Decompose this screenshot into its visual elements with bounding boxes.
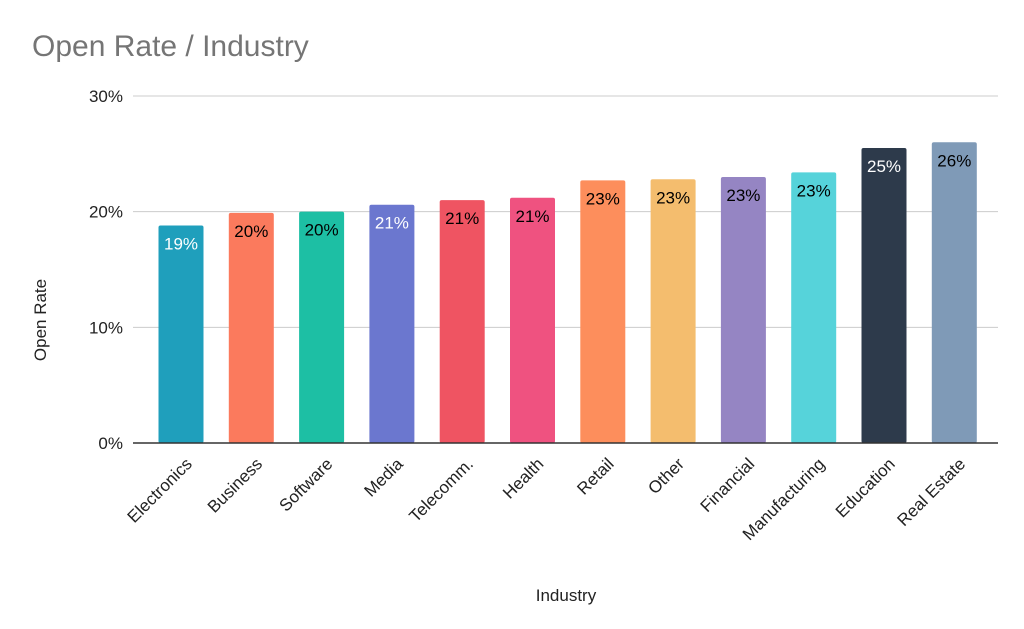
bar (720, 176, 766, 443)
x-tick-label: Real Estate (894, 454, 970, 530)
y-tick-label: 10% (89, 318, 123, 337)
data-label: 21% (515, 207, 549, 226)
x-tick-label: Other (644, 454, 688, 498)
data-label: 25% (867, 157, 901, 176)
data-label: 26% (937, 151, 971, 170)
bar (861, 148, 907, 444)
data-label: 21% (375, 214, 409, 233)
data-label: 23% (726, 186, 760, 205)
bar (931, 142, 977, 443)
data-label: 23% (586, 189, 620, 208)
x-tick-label: Media (361, 454, 408, 501)
x-tick-label: Software (276, 454, 337, 515)
data-label: 20% (305, 221, 339, 240)
y-tick-label: 20% (89, 203, 123, 222)
x-tick-label: Telecomm. (405, 454, 477, 526)
bar (510, 197, 555, 443)
bar (369, 204, 415, 443)
y-axis-title: Open Rate (31, 279, 50, 361)
data-label: 23% (656, 188, 690, 207)
bars (158, 142, 977, 444)
bar (580, 180, 626, 444)
y-tick-label: 30% (89, 87, 123, 106)
data-labels: 19% 20% 20% 21% 21% 21% 23% 23% 23% 23% 25% 26% (164, 151, 971, 253)
x-axis-title: Industry (536, 586, 597, 605)
x-tick-label: Business (204, 454, 266, 516)
data-label: 21% (445, 209, 479, 228)
chart-title: Open Rate / Industry (32, 30, 309, 63)
data-label: 19% (164, 235, 198, 254)
y-tick-label: 0% (98, 434, 123, 453)
bar (650, 179, 696, 443)
x-tick-label: Health (499, 454, 547, 502)
data-label: 20% (234, 222, 268, 241)
x-tick-label: Financial (697, 454, 759, 516)
x-axis-categories: Electronics Business Software MediaTelecomm… (124, 454, 970, 544)
data-label: 23% (797, 181, 831, 200)
bar (791, 172, 837, 443)
gridlines (133, 95, 998, 328)
bar (228, 212, 274, 443)
x-tick-label: Retail (573, 454, 617, 498)
x-tick-label: Education (832, 454, 899, 521)
bar (299, 211, 345, 443)
x-tick-label: Electronics (124, 454, 196, 526)
bar (158, 225, 204, 443)
bar (439, 200, 485, 443)
y-axis-ticks: 0% 10% 20% 30% (89, 87, 123, 453)
